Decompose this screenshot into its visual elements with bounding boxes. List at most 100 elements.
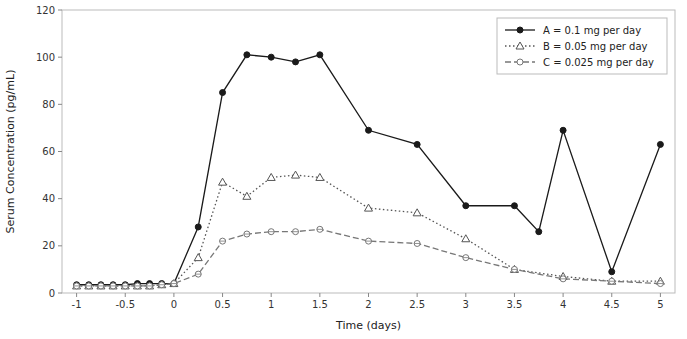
y-tick-label: 100	[36, 52, 55, 63]
legend-box	[497, 18, 667, 74]
series-0-marker	[511, 203, 517, 209]
series-2-marker	[244, 231, 250, 237]
series-0-marker	[414, 141, 420, 147]
x-tick-label: 2.5	[409, 299, 425, 310]
series-1-marker	[292, 171, 300, 178]
series-2-marker	[220, 238, 226, 244]
series-2-marker	[134, 283, 140, 289]
plot-area	[73, 52, 665, 289]
x-tick-label: 3	[463, 299, 469, 310]
y-tick-label: 40	[42, 193, 55, 204]
x-tick-label: 1.5	[312, 299, 328, 310]
legend-item: B = 0.05 mg per day	[505, 41, 648, 52]
legend-marker	[517, 27, 523, 33]
series-2-line	[77, 229, 661, 286]
series-1-marker	[109, 282, 117, 289]
series-2-marker	[414, 240, 420, 246]
series-1-marker	[170, 280, 178, 287]
x-tick	[319, 293, 320, 297]
x-tick-label: 4	[560, 299, 566, 310]
series-0	[74, 52, 664, 288]
plot-frame	[62, 10, 675, 293]
x-tick	[173, 293, 174, 297]
series-0-marker	[268, 54, 274, 60]
series-2-marker	[74, 283, 80, 289]
series-2-marker	[98, 283, 104, 289]
series-1-marker	[97, 282, 105, 289]
x-tick	[417, 293, 418, 297]
x-tick	[465, 293, 466, 297]
series-1-marker	[608, 277, 616, 284]
series-1-marker	[267, 173, 275, 180]
y-tick-label: 80	[42, 99, 55, 110]
x-tick	[222, 293, 223, 297]
legend: A = 0.1 mg per dayB = 0.05 mg per dayC =…	[497, 18, 667, 74]
x-tick-label: -0.5	[115, 299, 135, 310]
series-2-marker	[110, 283, 116, 289]
x-tick	[611, 293, 612, 297]
series-1-marker	[316, 173, 324, 180]
series-1-marker	[133, 282, 141, 289]
series-1-line	[77, 175, 661, 286]
legend-marker	[517, 59, 523, 65]
series-2-marker	[463, 255, 469, 261]
x-tick	[76, 293, 77, 297]
series-0-marker	[195, 224, 201, 230]
x-tick	[271, 293, 272, 297]
series-1-marker	[73, 282, 81, 289]
series-0-marker	[366, 127, 372, 133]
x-tick-label: 0.5	[215, 299, 231, 310]
y-tick	[58, 151, 62, 152]
series-2-marker	[657, 281, 663, 287]
x-tick-label: 3.5	[506, 299, 522, 310]
y-tick	[58, 198, 62, 199]
legend-label: B = 0.05 mg per day	[543, 41, 648, 52]
series-0-marker	[293, 59, 299, 65]
chart: -1-0.500.511.522.533.544.550204060801001…	[0, 0, 687, 339]
series-2-marker	[317, 226, 323, 232]
series-0-marker	[171, 281, 177, 287]
y-tick-label: 0	[49, 288, 55, 299]
series-0-marker	[463, 203, 469, 209]
series-2-marker	[511, 266, 517, 272]
series-0-line	[77, 55, 661, 285]
y-tick-label: 120	[36, 5, 55, 16]
x-tick	[660, 293, 661, 297]
series-2-marker	[122, 283, 128, 289]
series-1-marker	[413, 209, 421, 216]
y-tick	[58, 293, 62, 294]
series-0-marker	[536, 229, 542, 235]
legend-marker	[516, 42, 524, 49]
series-1-marker	[365, 204, 373, 211]
y-tick	[58, 57, 62, 58]
series-2-marker	[86, 283, 92, 289]
x-tick	[368, 293, 369, 297]
x-axis-label: Time (days)	[335, 319, 401, 332]
series-1-marker	[243, 192, 251, 199]
series-1-marker	[194, 254, 202, 261]
x-tick-label: 5	[657, 299, 663, 310]
x-tick	[563, 293, 564, 297]
series-0-marker	[220, 90, 226, 96]
series-1-marker	[219, 178, 227, 185]
series-1	[73, 171, 665, 289]
axes: -1-0.500.511.522.533.544.550204060801001…	[36, 5, 664, 311]
legend-item: C = 0.025 mg per day	[505, 57, 654, 68]
x-tick-label: 2	[365, 299, 371, 310]
y-axis-label: Serum Concentration (pg/mL)	[4, 70, 17, 234]
series-2-marker	[609, 278, 615, 284]
x-tick	[514, 293, 515, 297]
y-tick	[58, 10, 62, 11]
series-2-marker	[171, 281, 177, 287]
series-2-marker	[268, 229, 274, 235]
x-tick-label: 0	[171, 299, 177, 310]
legend-label: C = 0.025 mg per day	[543, 57, 654, 68]
series-2-marker	[147, 283, 153, 289]
series-1-marker	[510, 265, 518, 272]
y-tick-label: 20	[42, 240, 55, 251]
series-0-marker	[244, 52, 250, 58]
series-1-marker	[462, 235, 470, 242]
series-0-marker	[560, 127, 566, 133]
x-tick-label: 4.5	[604, 299, 620, 310]
series-1-marker	[121, 282, 129, 289]
